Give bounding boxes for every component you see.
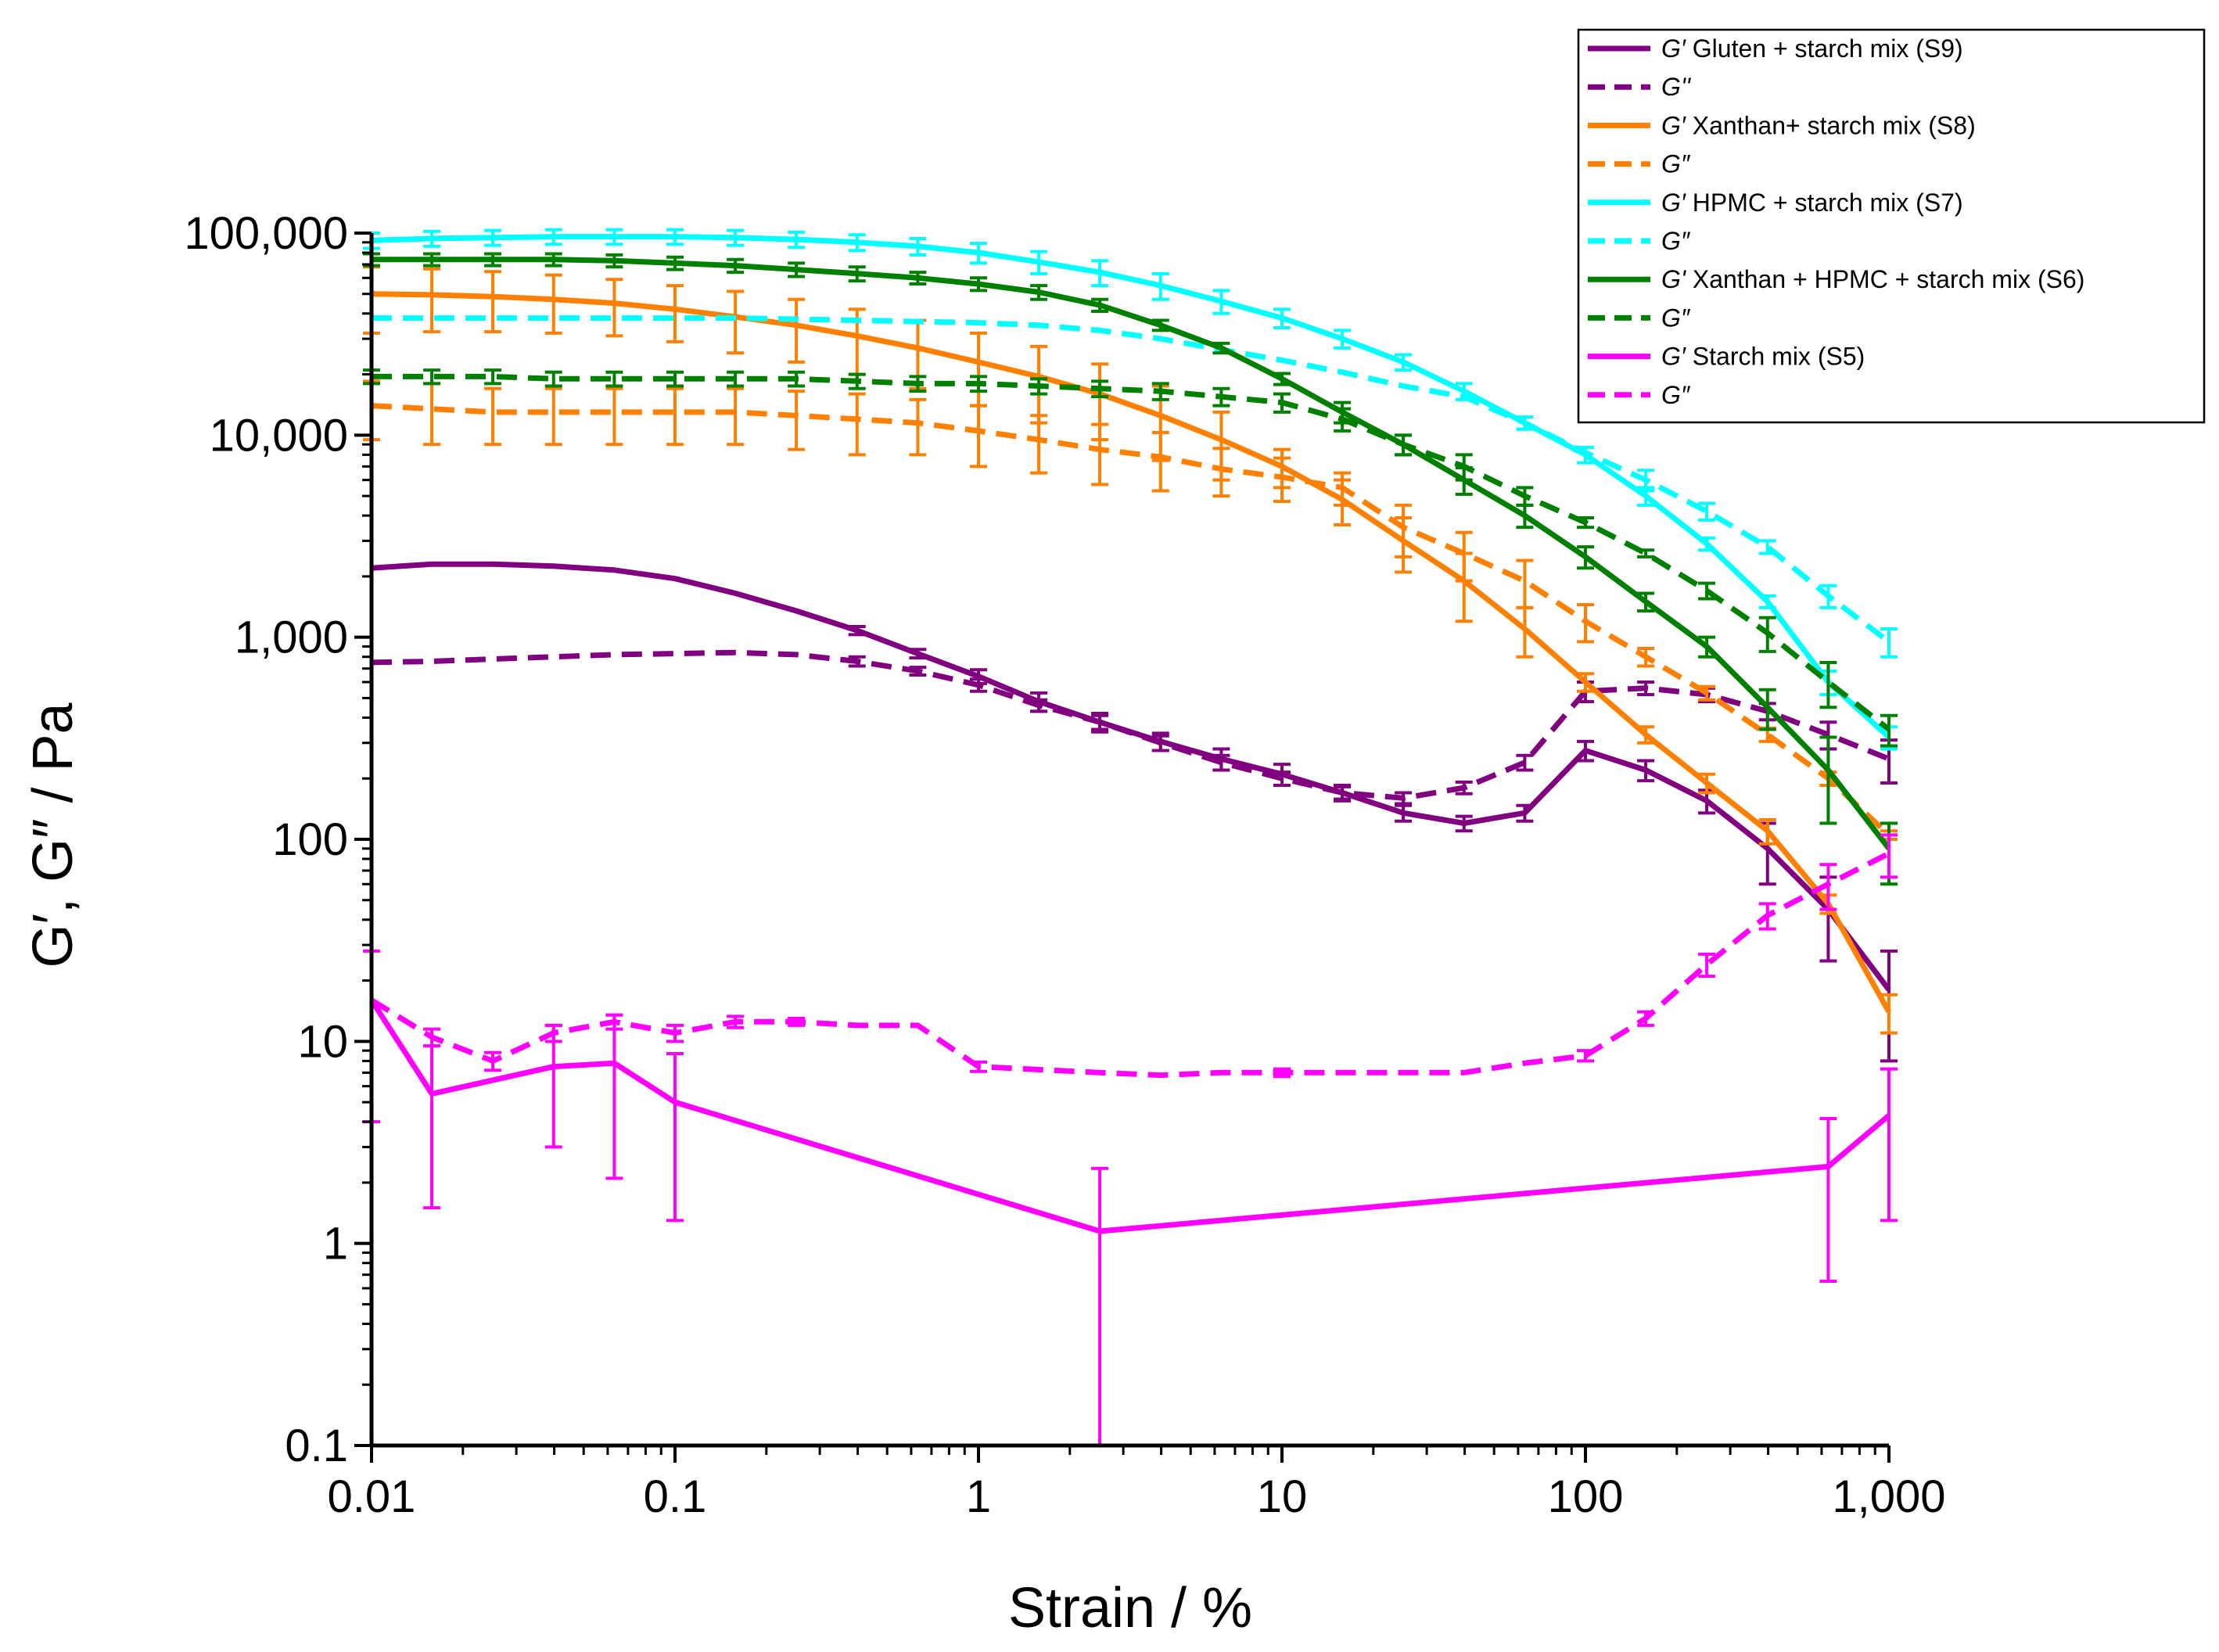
legend-series-name: Gluten + starch mix (S9) [1686, 34, 1963, 63]
x-tick-label: 1,000 [1832, 1471, 1945, 1522]
series-g-double-prime [363, 368, 1898, 748]
legend-symbol: G″ [1661, 381, 1691, 409]
series-line [371, 403, 1891, 838]
legend-label: G″ [1661, 381, 1691, 409]
legend-entries: G′ Gluten + starch mix (S9) G'' G′ Xanthan… [1588, 34, 2084, 409]
legend-series-name: Xanthan + HPMC + starch mix (S6) [1686, 265, 2084, 293]
legend-symbol: G' [1661, 265, 1687, 293]
legend-label: G′ Starch mix (S5) [1661, 343, 1865, 371]
series-layer [363, 228, 1898, 1446]
y-tick-label: 100 [272, 814, 348, 865]
series-line [371, 291, 1892, 1014]
legend-label: G′ HPMC + starch mix (S7) [1661, 189, 1963, 217]
x-tick-label: 10 [1257, 1471, 1308, 1522]
series-line [372, 373, 1891, 732]
x-tick-label: 0.01 [328, 1471, 416, 1522]
y-axis-title: G′, G″ / Pa [22, 702, 84, 968]
y-tick-label: 10 [297, 1016, 348, 1067]
legend-symbol: G'' [1661, 73, 1692, 101]
series-g-double-prime [372, 315, 1898, 659]
series-line [371, 234, 1891, 740]
x-axis-title: Strain / % [1008, 1577, 1252, 1639]
legend-symbol: G′ [1661, 34, 1686, 63]
x-tick-label: 0.1 [644, 1471, 707, 1522]
series-g-double-prime [363, 379, 1898, 841]
x-tick-label: 1 [966, 1471, 991, 1522]
legend-label: G″ [1661, 227, 1691, 255]
legend-label: G′ Xanthan+ starch mix (S8) [1661, 111, 1976, 139]
y-tick-label: 10,000 [210, 410, 348, 461]
series-line [372, 315, 1891, 645]
series-line [370, 851, 1890, 1079]
y-tick-label: 100,000 [184, 208, 348, 259]
ticks-layer: 0.01 0.1 1 10 100 1,0000.11101001,00010,00010… [184, 208, 1945, 1522]
legend-series-name: HPMC + starch mix (S7) [1686, 189, 1963, 217]
legend-label: G′ Gluten + starch mix (S9) [1661, 34, 1963, 63]
series-line [371, 649, 1890, 801]
legend-symbol: G′ [1661, 111, 1686, 139]
series-line [369, 998, 1891, 1234]
legend-series-name: Xanthan+ starch mix (S8) [1686, 111, 1976, 139]
legend-label: G' Xanthan + HPMC + starch mix (S6) [1661, 265, 2084, 293]
series-line [372, 257, 1891, 850]
x-tick-label: 100 [1548, 1471, 1624, 1522]
legend-symbol: G′ [1661, 343, 1686, 371]
legend-label: G″ [1661, 303, 1691, 332]
legend-series-name: Starch mix (S5) [1686, 343, 1865, 371]
series-g-prime [363, 228, 1898, 751]
legend-symbol: G″ [1661, 227, 1691, 255]
legend-symbol: G″ [1661, 303, 1691, 332]
legend-symbol: G″ [1661, 150, 1691, 178]
y-tick-label: 1 [323, 1219, 348, 1270]
series-g-double-prime [370, 833, 1898, 1079]
legend-symbol: G′ [1661, 189, 1686, 217]
legend-label: G'' [1661, 73, 1692, 101]
legend-box [1577, 28, 2206, 424]
y-tick-label: 1,000 [235, 612, 348, 663]
legend: G′ Gluten + starch mix (S9) G'' G′ Xanthan… [1577, 28, 2206, 424]
y-tick-label: 0.1 [285, 1420, 348, 1471]
series-g-prime [363, 949, 1898, 1446]
legend-label: G″ [1661, 150, 1691, 178]
